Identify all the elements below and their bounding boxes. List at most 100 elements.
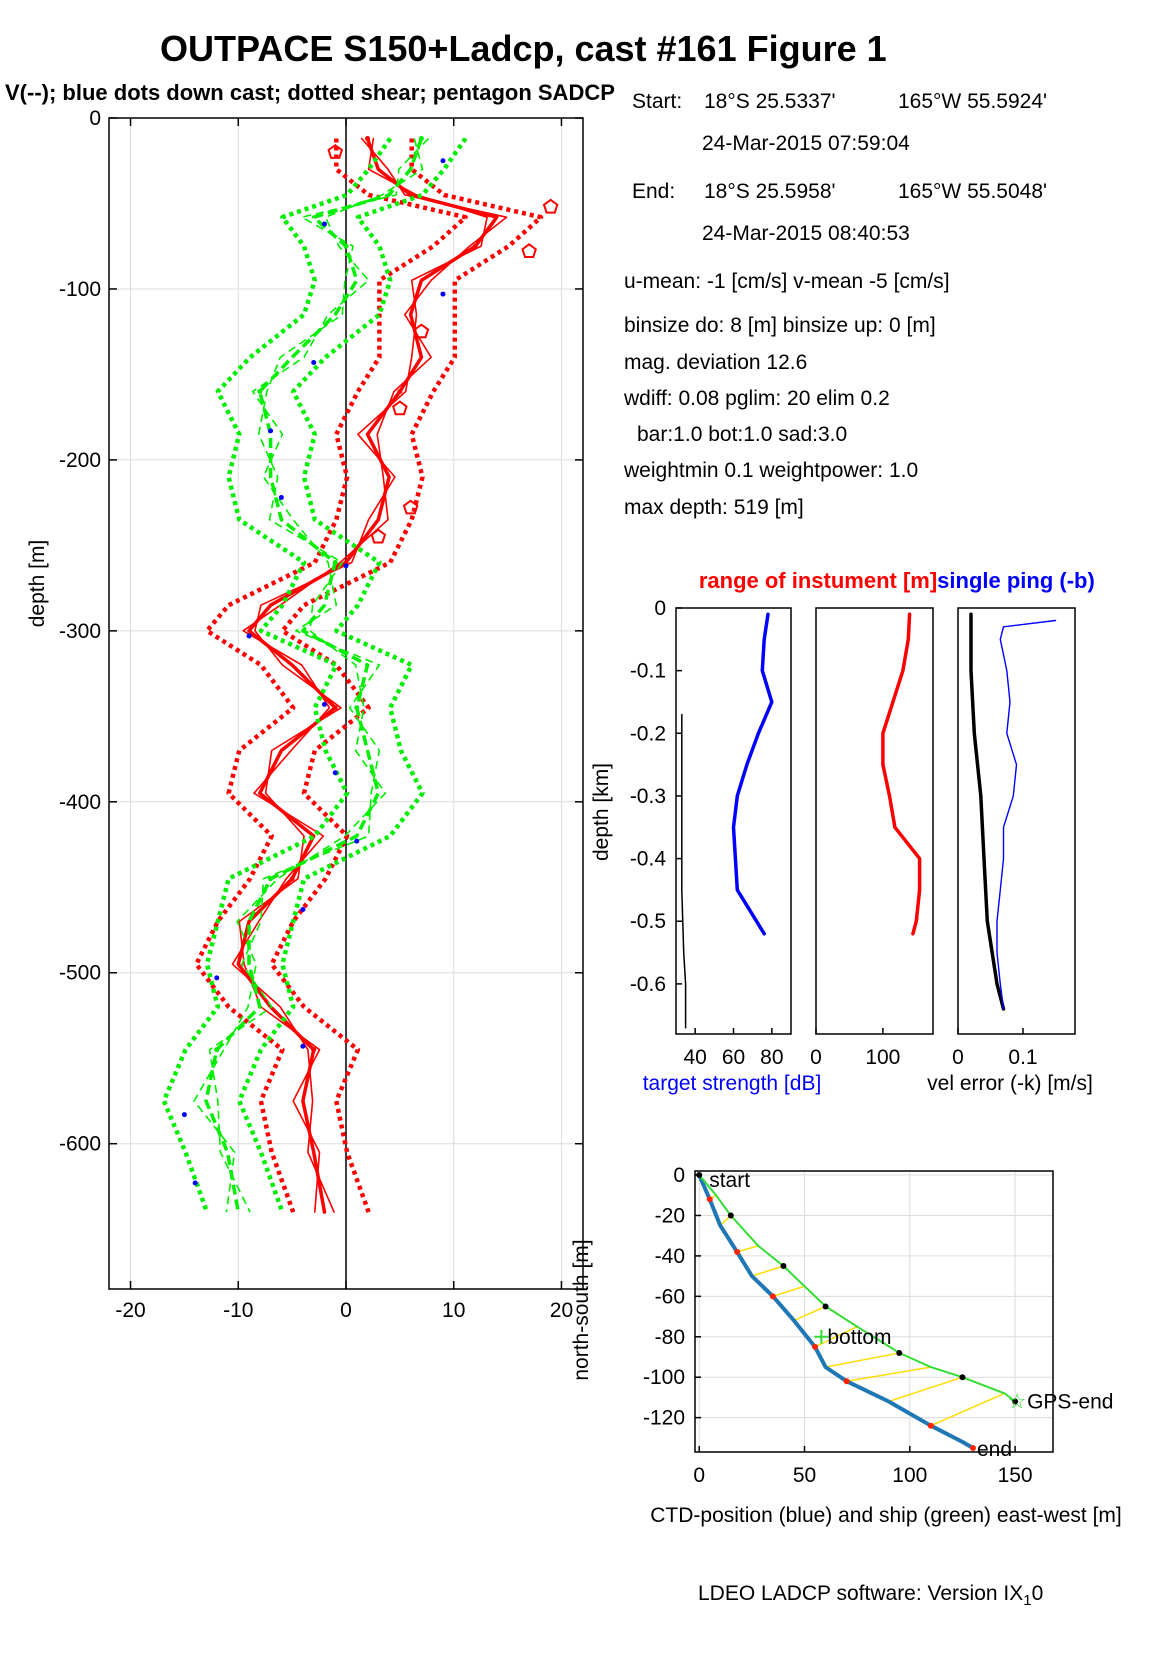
main-ytick-label-4: -400 — [59, 791, 101, 814]
ctd-marker-5 — [769, 1293, 776, 1300]
downcast-dot-1 — [321, 221, 327, 227]
gps-end-star-icon: ☆ — [1008, 1390, 1027, 1413]
ctd-marker-3 — [734, 1248, 741, 1255]
track-ytick-label-4: -80 — [655, 1326, 685, 1349]
track-link-4 — [751, 1265, 784, 1277]
main-ytick-label-0: 0 — [89, 107, 101, 130]
panel-1-background — [816, 608, 933, 1034]
downcast-dot-2 — [440, 291, 446, 297]
main-xtick-label-3: 10 — [442, 1299, 465, 1322]
main-xtick-label-0: -20 — [115, 1299, 145, 1322]
panel-2-xtick-label-1: 0.1 — [1008, 1046, 1037, 1069]
track-label-gps-end: GPS-end — [1027, 1390, 1113, 1413]
track-link-6 — [793, 1305, 826, 1322]
track-background — [695, 1171, 1053, 1452]
end-label: End: — [632, 180, 676, 203]
downcast-dot-9 — [332, 770, 338, 776]
track-link-11 — [930, 1392, 1005, 1427]
track-label-start: start — [709, 1169, 750, 1192]
main-ytick-label-5: -500 — [59, 962, 101, 985]
track-ytick-label-2: -40 — [655, 1245, 685, 1268]
series-0-point-16 — [332, 705, 338, 711]
panel-ytick-label-0: 0 — [654, 597, 666, 620]
panel-2-xtick-label-0: 0 — [952, 1046, 964, 1069]
panel-ytick-label-1: -0.1 — [630, 660, 666, 683]
track-xtick-label-3: 150 — [998, 1464, 1033, 1487]
downcast-dot-5 — [278, 495, 284, 501]
panel-0-xtick-label-1: 60 — [722, 1046, 745, 1069]
main-xtick-label-4: 20 — [550, 1299, 573, 1322]
downcast-dot-0 — [440, 158, 446, 164]
downcast-dot-15 — [192, 1180, 198, 1186]
track-ytick-label-0: 0 — [673, 1164, 685, 1187]
panel-2-background — [958, 608, 1075, 1034]
wdiff: wdiff: 0.08 pglim: 20 elim 0.2 — [624, 387, 890, 410]
track-xtick-label-1: 50 — [793, 1464, 816, 1487]
panel-ytick-label-5: -0.5 — [630, 910, 666, 933]
series-1-point-8 — [257, 389, 263, 395]
downcast-dot-3 — [311, 359, 317, 365]
series-0-shear-envelope-1 — [194, 138, 468, 1213]
downcast-dot-10 — [354, 838, 360, 844]
panel-ylabel: depth [km] — [590, 763, 613, 861]
track-link-10 — [888, 1376, 963, 1403]
downcast-dot-8 — [321, 701, 327, 707]
ship-marker-6 — [822, 1303, 829, 1310]
track-link-3 — [736, 1245, 759, 1253]
end-lon: 165°W 55.5048' — [898, 180, 1048, 203]
sadcp-pentagon-4 — [392, 400, 408, 416]
series-1-point-16 — [354, 705, 360, 711]
sadcp-pentagon-6 — [370, 528, 387, 544]
binsize: binsize do: 8 [m] binsize up: 0 [m] — [624, 314, 936, 337]
panel-2-frame — [957, 607, 1076, 1035]
track-frame — [694, 1170, 1054, 1453]
panel-ytick-label-3: -0.3 — [630, 785, 666, 808]
start-label: Start: — [632, 90, 683, 113]
panel-0-xtick-label-0: 40 — [683, 1046, 706, 1069]
main-ylabel: depth [m] — [26, 540, 49, 628]
series-1-ensemble-0 — [193, 137, 430, 1213]
ctd-marker-1 — [706, 1196, 713, 1203]
footer-subscript: 1 — [1023, 1592, 1032, 1610]
ship-marker-4 — [780, 1263, 787, 1270]
track-xtick-label-0: 0 — [693, 1464, 705, 1487]
range-title: range of instument [m] — [699, 568, 937, 593]
single-ping-title: single ping (-b) — [937, 568, 1095, 593]
sadcp-pentagon-5 — [402, 499, 419, 515]
panel-ytick-label-4: -0.4 — [630, 848, 667, 871]
panel-1-series-0 — [881, 612, 922, 936]
ctd-track-line — [697, 1173, 975, 1450]
footer-tail: 0 — [1031, 1582, 1044, 1605]
mag-deviation: mag. deviation 12.6 — [624, 351, 808, 374]
series-1-point-12 — [332, 559, 338, 565]
track-xtick-label-2: 100 — [892, 1464, 927, 1487]
track-link-8 — [825, 1352, 900, 1368]
downcast-dot-4 — [268, 428, 274, 434]
ctd-marker-13 — [969, 1444, 976, 1451]
track-link-5 — [772, 1285, 805, 1298]
figure-title: OUTPACE S150+Ladcp, cast #161 Figure 1 — [160, 28, 887, 69]
start-lon: 165°W 55.5924' — [898, 90, 1048, 113]
downcast-dot-11 — [300, 906, 306, 912]
sadcp-pentagon-2 — [521, 243, 537, 258]
end-lat: 18°S 25.5958' — [704, 180, 836, 203]
track-ytick-label-6: -120 — [643, 1407, 685, 1430]
footer: LDEO LADCP software: Version IX10 — [698, 1582, 1043, 1609]
sadcp-pentagon-0 — [327, 143, 344, 159]
track-xlabel: CTD-position (blue) and ship (green) eas… — [650, 1504, 1122, 1527]
downcast-dot-6 — [343, 563, 349, 569]
bar-weights: bar:1.0 bot:1.0 sad:3.0 — [637, 423, 848, 446]
series-0-point-20 — [289, 876, 295, 882]
series-0-point-12 — [343, 559, 349, 565]
ship-marker-12 — [1012, 1398, 1019, 1405]
end-time: 24-Mar-2015 08:40:53 — [702, 222, 910, 245]
start-time: 24-Mar-2015 07:59:04 — [702, 132, 910, 155]
footer-text: LDEO LADCP software: Version IX — [698, 1582, 1024, 1605]
panel-1-xtick-label-1: 100 — [865, 1046, 900, 1069]
vel-error-label: vel error (-k) [m/s] — [927, 1072, 1093, 1095]
main-xtick-label-2: 0 — [340, 1299, 352, 1322]
panel-2-series-1 — [996, 619, 1057, 1010]
downcast-dot-12 — [214, 975, 220, 981]
start-lat: 18°S 25.5337' — [704, 90, 836, 113]
